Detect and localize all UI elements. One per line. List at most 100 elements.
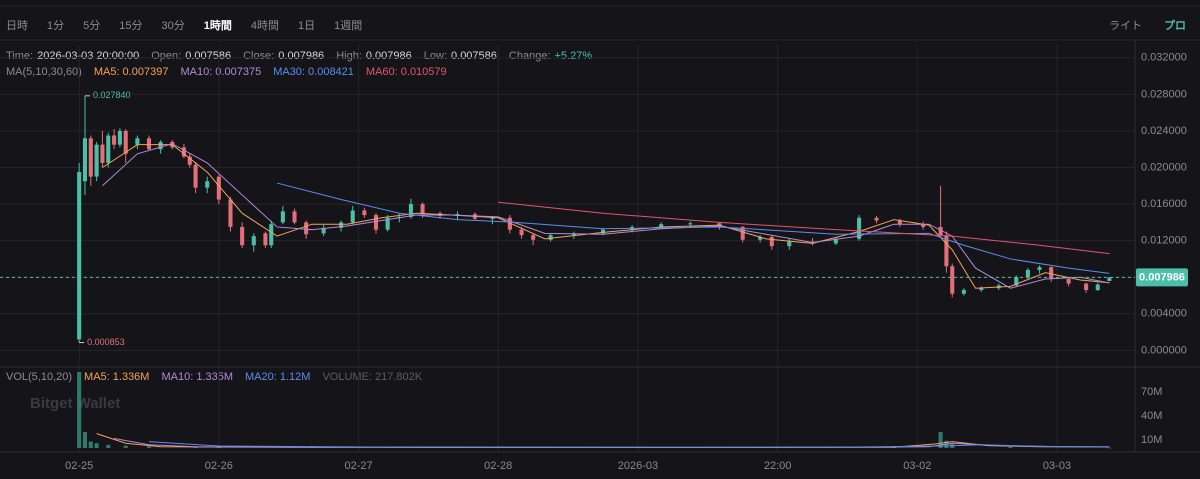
volume-bar	[77, 372, 82, 448]
info-value: 0.007586	[185, 50, 232, 62]
mode-button[interactable]: プロ	[1164, 20, 1186, 32]
ma-legend-item: MA5: 0.007397	[93, 66, 169, 78]
candle-body	[123, 130, 128, 154]
candle-body	[688, 223, 693, 225]
x-tick-label: 03-03	[1043, 460, 1071, 472]
candle-body	[758, 237, 763, 240]
vol-legend-item: MA5: 1.336M	[84, 371, 150, 383]
interval-button[interactable]: 1日	[298, 20, 316, 32]
candle-body	[938, 226, 943, 236]
candle-body	[548, 235, 553, 240]
candle-body	[857, 217, 862, 239]
last-price-label: 0.007986	[1139, 271, 1185, 283]
candle-body	[187, 156, 192, 165]
volume-bar	[1107, 447, 1112, 449]
candle-body	[280, 211, 285, 223]
x-tick-label: 02-26	[205, 460, 233, 472]
candle-body	[1084, 283, 1089, 291]
y-tick-label: 0.020000	[1141, 161, 1187, 173]
watermark: Bitget Wallet	[30, 395, 120, 412]
candle-body	[1014, 277, 1019, 286]
candle-body	[339, 222, 344, 228]
candle-body	[292, 211, 297, 223]
candle-body	[216, 176, 221, 200]
candle-body	[135, 138, 140, 145]
x-tick-label: 03-02	[903, 460, 931, 472]
volume-bar	[938, 432, 943, 448]
x-tick-label: 02-27	[344, 460, 372, 472]
interval-button[interactable]: 1週間	[334, 20, 363, 32]
info-value: 0.007986	[365, 50, 412, 62]
candle-body	[961, 290, 966, 294]
last-price-box	[1136, 268, 1188, 287]
vol-last: VOLUME: 217.802K	[322, 371, 423, 383]
info-label: Time:	[6, 50, 34, 62]
candle-body	[979, 288, 984, 291]
candle-body	[321, 227, 326, 234]
interval-button[interactable]: 15分	[119, 20, 143, 32]
candle-body	[1066, 279, 1071, 284]
ma-legend-item: MA60: 0.010579	[365, 66, 447, 78]
y-tick-label: 0.032000	[1141, 52, 1187, 64]
candle-body	[897, 220, 902, 225]
volume-bar	[1008, 447, 1013, 448]
candle-body	[362, 210, 367, 216]
interval-button[interactable]: 4時間	[250, 20, 279, 32]
ohlc-info: Time: 2026-03-03 20:00:00 Open: 0.007586 Clo…	[6, 50, 604, 62]
candle-body	[304, 222, 309, 235]
y-tick-label: 0.016000	[1141, 198, 1187, 210]
info-label: Close:	[243, 50, 275, 62]
candle-body	[740, 226, 745, 240]
candle-body	[874, 217, 879, 221]
candle-body	[88, 138, 93, 177]
volume-bar	[94, 443, 99, 448]
volume-legend: VOL(5,10,20) MA5: 1.336M MA10: 1.335M MA20:…	[6, 371, 434, 383]
interval-button[interactable]: 5分	[83, 20, 101, 32]
interval-button[interactable]: 日時	[6, 20, 28, 32]
candle-body	[507, 217, 512, 230]
candle-body	[787, 241, 792, 247]
ma-title: MA(5,10,30,60)	[6, 66, 82, 78]
vol-legend-item: MA20: 1.12M	[245, 371, 311, 383]
annotation-label: 0.027840	[93, 90, 131, 100]
mode-button[interactable]: ライト	[1109, 20, 1142, 32]
candle-body	[490, 217, 495, 219]
candle-body	[373, 215, 379, 230]
info-label: High:	[336, 50, 362, 62]
x-tick-label: 02-28	[484, 460, 512, 472]
mode-toolbar: ライト プロ	[1091, 17, 1190, 33]
vol-legend-item: MA10: 1.335M	[161, 371, 234, 383]
y-tick-label: 0.000000	[1141, 344, 1187, 356]
candle-body	[82, 138, 88, 182]
interval-button[interactable]: 1時間	[203, 20, 232, 32]
candle-body	[1095, 284, 1100, 291]
interval-button[interactable]: 30分	[161, 20, 185, 32]
candle-body	[950, 266, 955, 294]
candle-body	[385, 217, 390, 230]
candle-body	[112, 135, 117, 145]
x-tick-label: 2026-03	[618, 460, 658, 472]
vol-tick-label: 40M	[1141, 410, 1162, 422]
candle-body	[420, 204, 425, 214]
candle-body	[1025, 269, 1030, 278]
volume-bar	[146, 446, 152, 448]
candle-body	[106, 135, 111, 163]
candle-body	[659, 224, 664, 227]
y-tick-label: 0.024000	[1141, 125, 1187, 137]
x-tick-label: 22:00	[764, 460, 792, 472]
interval-button[interactable]: 1分	[47, 20, 65, 32]
candle-body	[921, 224, 926, 227]
candle-body	[833, 238, 838, 244]
candle-body	[193, 164, 198, 188]
y-tick-label: 0.028000	[1141, 88, 1187, 100]
candle-body	[1037, 267, 1042, 270]
candle-body	[158, 141, 163, 150]
candle-body	[228, 199, 233, 227]
candle-body	[269, 224, 274, 246]
interval-toolbar: 日時 1分 5分 15分 30分 1時間 4時間 1日 1週間	[6, 17, 381, 33]
volume-bar	[123, 445, 128, 448]
candle-body	[408, 204, 413, 217]
info-label: Open:	[151, 50, 182, 62]
info-value: +5.27%	[554, 50, 593, 62]
